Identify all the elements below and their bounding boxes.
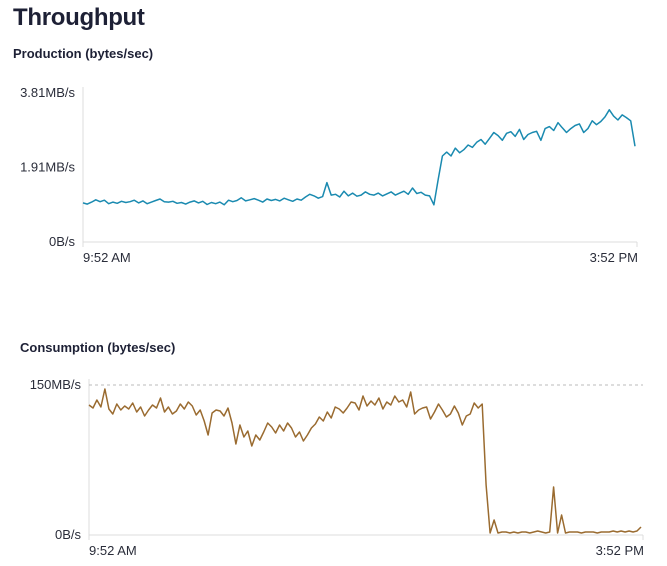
production-y-tick-label: 0B/s <box>49 234 76 249</box>
production-x-tick-label: 9:52 AM <box>83 250 131 265</box>
consumption-y-tick-label: 0B/s <box>55 527 82 542</box>
production-series-line <box>82 109 636 206</box>
consumption-x-tick-label: 9:52 AM <box>89 543 137 558</box>
consumption-series-line <box>88 388 642 534</box>
consumption-y-tick-label: 150MB/s <box>30 377 82 392</box>
production-x-tick-label: 3:52 PM <box>590 250 638 265</box>
production-chart-title: Production (bytes/sec) <box>13 46 154 61</box>
page-title: Throughput <box>13 4 145 31</box>
consumption-x-tick-label: 3:52 PM <box>596 543 644 558</box>
production-y-tick-label: 3.81MB/s <box>20 85 75 100</box>
production-y-tick-label: 1.91MB/s <box>20 159 75 174</box>
consumption-chart-title: Consumption (bytes/sec) <box>20 340 176 355</box>
